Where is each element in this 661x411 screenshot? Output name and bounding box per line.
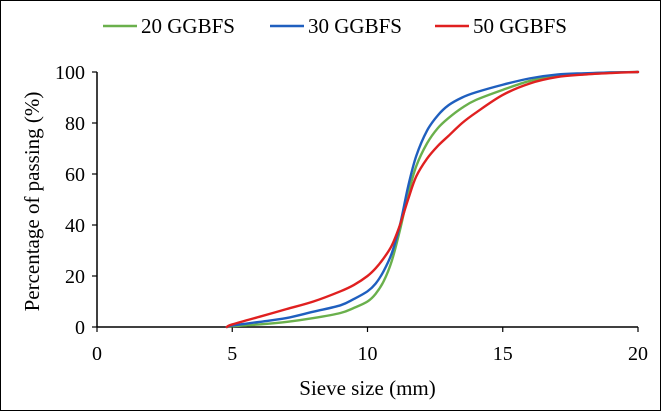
y-tick-label: 80	[65, 113, 85, 135]
y-tick-label: 20	[65, 266, 85, 288]
legend-label-20-ggbfs: 20 GGBFS	[141, 14, 235, 38]
y-tick-label: 100	[55, 62, 85, 84]
y-tick-label: 40	[65, 215, 85, 237]
x-tick-label: 10	[358, 343, 378, 365]
y-tick-label: 60	[65, 164, 85, 186]
axes	[96, 72, 638, 328]
legend: 20 GGBFS 30 GGBFS 50 GGBFS	[103, 14, 567, 38]
legend-label-30-ggbfs: 30 GGBFS	[308, 14, 402, 38]
y-axis-title: Percentage of passing (%)	[20, 92, 44, 312]
series-lines	[225, 70, 640, 329]
y-tick-label: 0	[75, 317, 85, 339]
x-tick-label: 0	[92, 343, 102, 365]
series-line-50-ggbfs	[225, 70, 640, 329]
legend-label-50-ggbfs: 50 GGBFS	[473, 14, 567, 38]
x-tick-label: 5	[227, 343, 237, 365]
x-axis-title: Sieve size (mm)	[299, 376, 435, 400]
x-tick-label: 15	[493, 343, 513, 365]
y-ticks: 0 20 40 60 80 100	[55, 62, 97, 339]
series-line-20-ggbfs	[225, 70, 640, 329]
x-ticks: 0 5 10 15 20	[92, 327, 648, 365]
series-line-30-ggbfs	[225, 70, 640, 329]
x-tick-label: 20	[628, 343, 648, 365]
